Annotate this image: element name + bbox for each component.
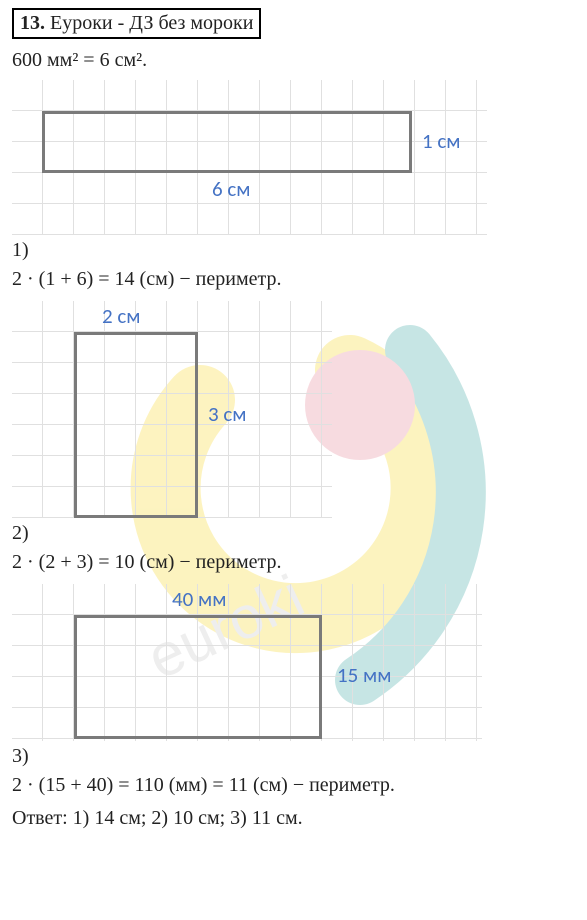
conversion-equation: 600 мм² = 6 см².: [12, 49, 575, 72]
grid-panel-3: 40 мм 15 мм: [12, 584, 482, 741]
width-label-3: 40 мм: [172, 586, 226, 612]
answer-line: Ответ: 1) 14 см; 2) 10 см; 3) 11 см.: [12, 807, 575, 830]
calculation-3: 2 · (15 + 40) = 110 (мм) = 11 (см) − пер…: [12, 774, 575, 797]
width-label-2: 2 см: [102, 303, 140, 329]
calculation-2: 2 · (2 + 3) = 10 (см) − периметр.: [12, 551, 575, 574]
grid-panel-1: 6 см 1 см: [12, 80, 487, 235]
width-label-1: 6 см: [212, 176, 250, 202]
height-label-2: 3 см: [208, 401, 246, 427]
height-label-3: 15 мм: [337, 662, 391, 688]
item-number-1: 1): [12, 239, 575, 262]
rect-1: [42, 111, 412, 173]
item-number-2: 2): [12, 522, 575, 545]
height-label-1: 1 см: [422, 128, 460, 154]
calculation-1: 2 · (1 + 6) = 14 (см) − периметр.: [12, 268, 575, 291]
item-number-3: 3): [12, 745, 575, 768]
grid-panel-2: 2 см 3 см: [12, 301, 332, 518]
rect-2: [74, 332, 198, 518]
rect-3: [74, 615, 322, 739]
problem-title: 13. Еуроки - ДЗ без мороки: [12, 8, 575, 39]
problem-number: 13.: [20, 12, 45, 35]
title-text: Еуроки - ДЗ без мороки: [50, 12, 253, 35]
